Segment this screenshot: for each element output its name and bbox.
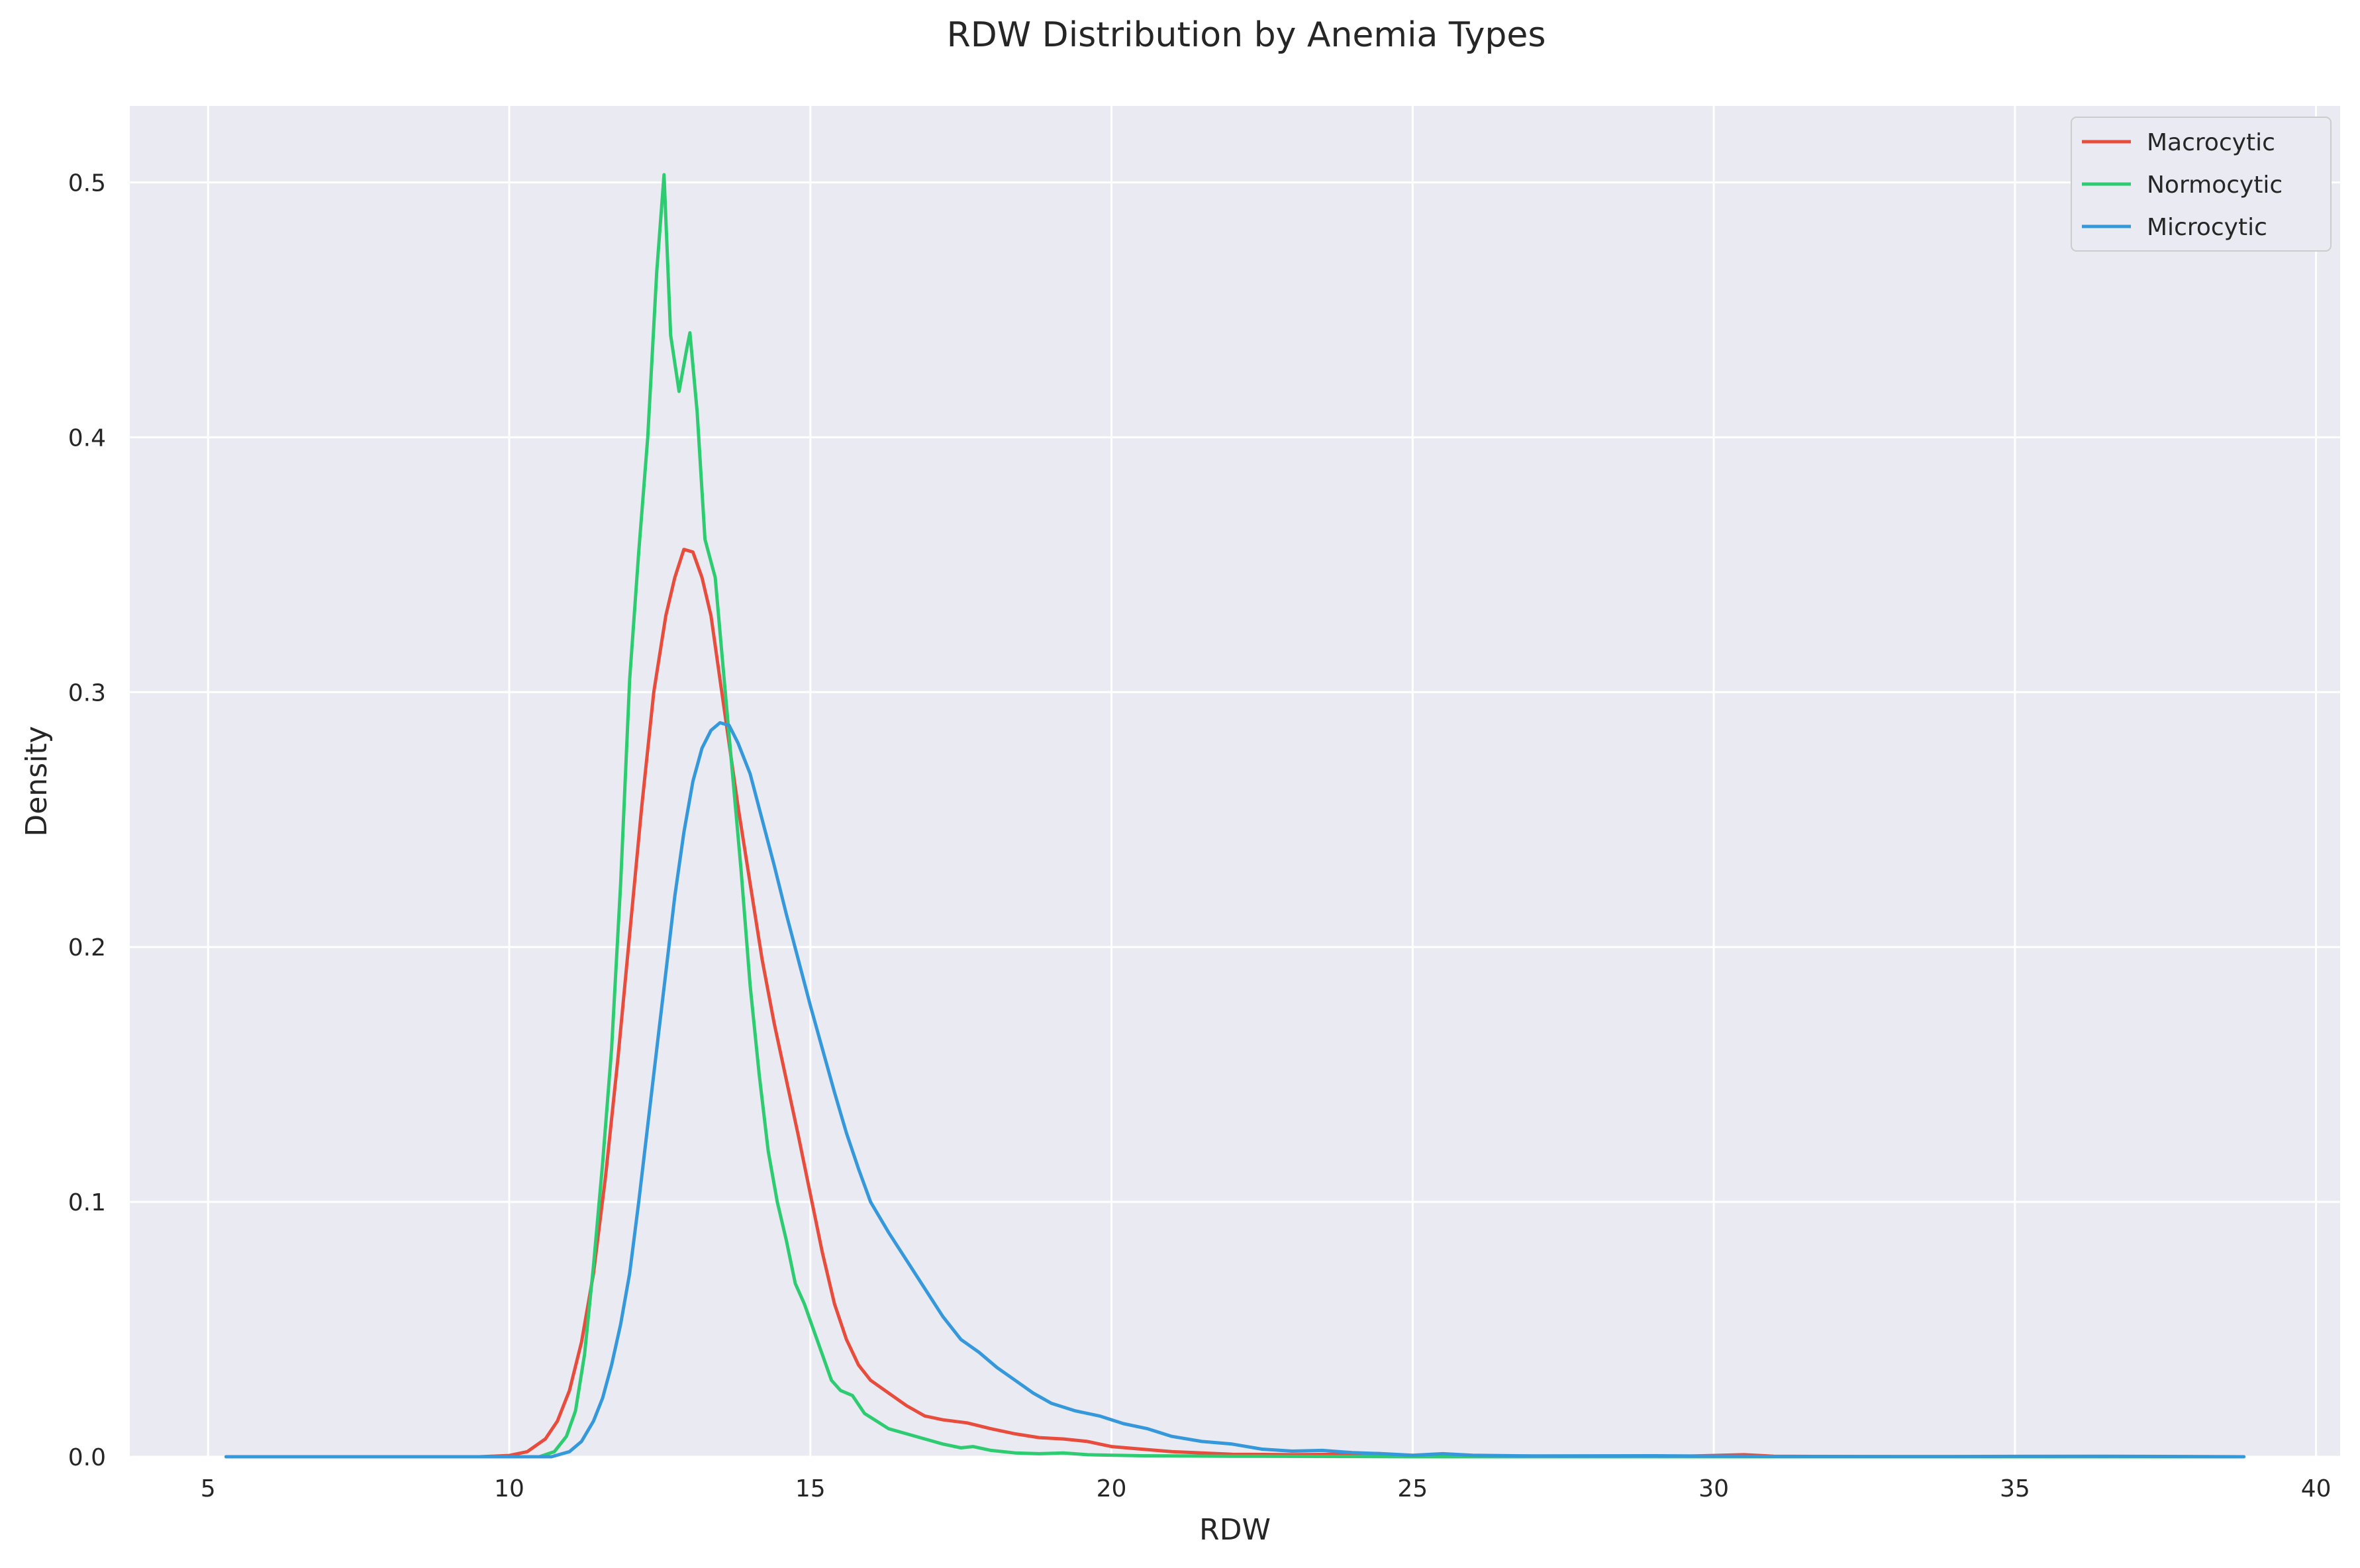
y-tick-label: 0.1	[68, 1189, 106, 1216]
x-gridlines	[207, 106, 2318, 1457]
legend-box	[2071, 117, 2332, 252]
microcytic-legend-label: Microcytic	[2147, 214, 2267, 241]
y-tick-labels: 0.0 0.1 0.2 0.3 0.4 0.5	[68, 170, 106, 1471]
x-tick-labels: 5 10 15 20 25 30 35 40	[201, 1475, 2332, 1502]
y-tick-label: 0.2	[68, 934, 106, 961]
normocytic-legend-label: Normocytic	[2147, 172, 2283, 199]
y-axis-label: Density	[20, 726, 54, 836]
series-lines	[224, 173, 2245, 1459]
y-tick-label: 0.5	[68, 170, 106, 197]
x-tick-label: 5	[201, 1475, 216, 1502]
microcytic-density-line	[224, 721, 2245, 1459]
y-tick-label: 0.0	[68, 1444, 106, 1471]
chart-title: RDW Distribution by Anemia Types	[947, 15, 1546, 55]
x-tick-label: 40	[2301, 1475, 2332, 1502]
macrocytic-density-line	[224, 548, 2245, 1459]
y-tick-label: 0.3	[68, 679, 106, 707]
y-tick-label: 0.4	[68, 424, 106, 452]
normocytic-density-line	[224, 173, 2245, 1459]
x-axis-label: RDW	[1199, 1513, 1271, 1547]
macrocytic-legend-label: Macrocytic	[2147, 129, 2275, 156]
x-tick-label: 15	[795, 1475, 826, 1502]
x-tick-label: 10	[494, 1475, 524, 1502]
legend: Macrocytic Normocytic Microcytic	[2071, 117, 2332, 252]
x-tick-label: 35	[2000, 1475, 2030, 1502]
x-tick-label: 20	[1097, 1475, 1127, 1502]
x-tick-label: 25	[1397, 1475, 1428, 1502]
plot-area	[130, 106, 2340, 1457]
x-tick-label: 30	[1698, 1475, 1729, 1502]
